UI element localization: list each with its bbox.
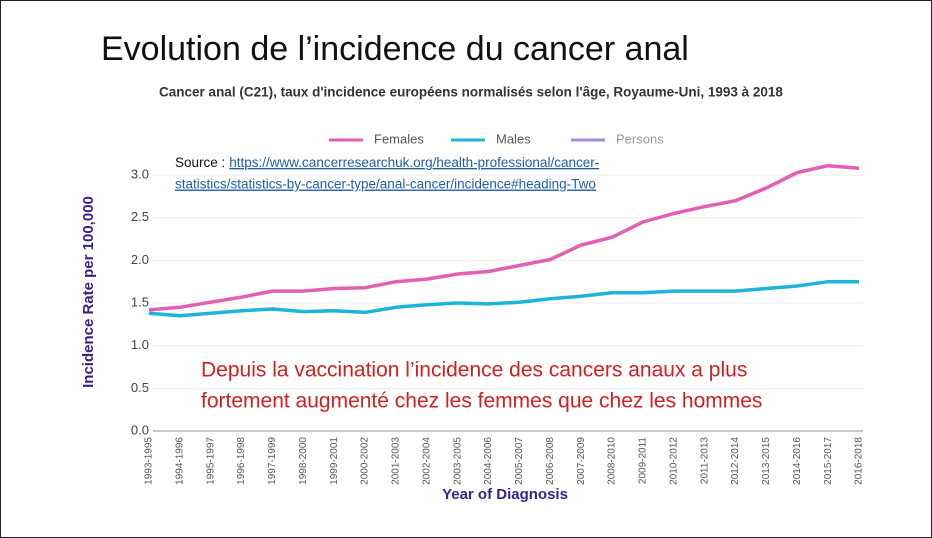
x-tick-label: 2013-2015 xyxy=(761,437,772,485)
x-tick-label: 2004-2006 xyxy=(483,437,494,485)
chart-title: Cancer anal (C21), taux d'incidence euro… xyxy=(159,85,783,100)
y-axis-label: Incidence Rate per 100,000 xyxy=(80,196,97,388)
y-tick-label: 2.5 xyxy=(131,209,149,224)
y-tick-label: 3.0 xyxy=(131,167,149,182)
slide-title: Evolution de l’incidence du cancer anal xyxy=(101,30,689,68)
x-tick-label: 2010-2012 xyxy=(668,437,679,485)
x-tick-label: 2005-2007 xyxy=(514,437,525,485)
x-tick-label: 2015-2017 xyxy=(823,437,834,485)
x-tick-label: 2008-2010 xyxy=(607,437,618,485)
source-label: Source : xyxy=(175,155,225,170)
x-tick-label: 1999-2001 xyxy=(329,437,340,485)
y-tick-label: 1.5 xyxy=(131,294,149,309)
x-tick-label: 1994-1996 xyxy=(175,437,186,485)
x-tick-label: 2007-2009 xyxy=(576,437,587,485)
x-tick-label: 2009-2011 xyxy=(638,437,649,485)
x-tick-label: 2012-2014 xyxy=(730,437,741,485)
x-tick-label: 2000-2002 xyxy=(360,437,371,485)
source: Source : https://www.cancerresearchuk.org… xyxy=(175,155,599,170)
x-tick-label: 1995-1997 xyxy=(205,437,216,485)
x-tick-label: 2006-2008 xyxy=(545,437,556,485)
y-tick-label: 0.5 xyxy=(131,380,149,395)
y-tick-label: 0.0 xyxy=(131,422,149,437)
x-tick-label: 2001-2003 xyxy=(391,437,402,485)
legend-label: Males xyxy=(496,131,531,146)
x-tick-label: 1998-2000 xyxy=(298,437,309,485)
annotation: Depuis la vaccination l’incidence des ca… xyxy=(201,359,747,382)
x-tick-label: 1993-1995 xyxy=(144,437,155,485)
x-tick-label: 1997-1999 xyxy=(267,437,278,485)
x-axis-label: Year of Diagnosis xyxy=(442,486,568,503)
y-tick-label: 2.0 xyxy=(131,252,149,267)
source-link: statistics/statistics-by-cancer-type/ana… xyxy=(175,177,596,192)
x-tick-label: 1996-1998 xyxy=(236,437,247,485)
annotation: fortement augmenté chez les femmes que c… xyxy=(201,390,762,413)
y-tick-label: 1.0 xyxy=(131,337,149,352)
x-tick-label: 2011-2013 xyxy=(699,437,710,485)
x-tick-label: 2002-2004 xyxy=(421,437,432,485)
x-tick-label: 2003-2005 xyxy=(452,437,463,485)
source-link: https://www.cancerresearchuk.org/health-… xyxy=(229,155,599,170)
data-line xyxy=(148,279,859,318)
x-tick-label: 2014-2016 xyxy=(792,437,803,485)
x-tick-label: 2016-2018 xyxy=(854,437,865,485)
legend-label: Persons xyxy=(616,131,664,146)
legend-label: Females xyxy=(374,131,424,146)
data-line xyxy=(148,163,860,312)
